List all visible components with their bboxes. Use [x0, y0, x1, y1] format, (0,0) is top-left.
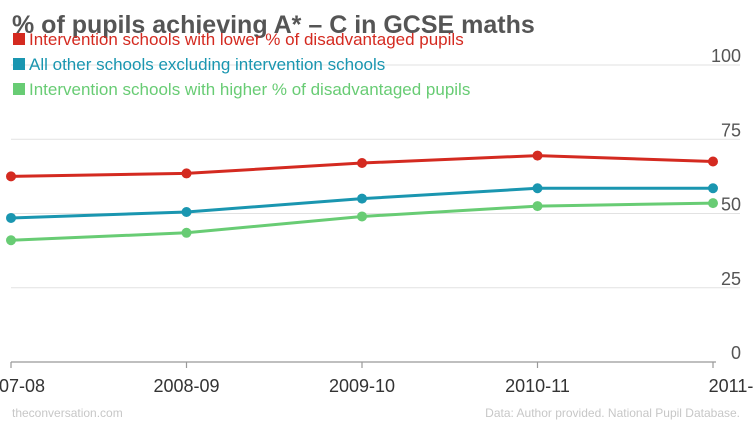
- x-tick-label: 2011-12: [709, 376, 754, 396]
- data-point: [708, 198, 718, 209]
- chart-title: % of pupils achieving A* – C in GCSE mat…: [12, 11, 535, 39]
- data-point: [357, 158, 367, 169]
- y-tick-label: 50: [721, 195, 741, 215]
- y-tick-label: 75: [721, 120, 741, 140]
- legend-label: All other schools excluding intervention…: [29, 55, 385, 74]
- x-tick-label: 2008-09: [153, 376, 219, 396]
- y-tick-label: 100: [711, 46, 741, 66]
- legend-swatch: [13, 83, 25, 95]
- data-point: [357, 193, 367, 204]
- x-tick-label: 2007-08: [0, 376, 45, 396]
- legend-label: Intervention schools with higher % of di…: [29, 80, 470, 99]
- x-tick-label: 2010-11: [505, 376, 570, 396]
- legend-label: Intervention schools with lower % of dis…: [29, 30, 464, 49]
- footer-source-right: Data: Author provided. National Pupil Da…: [485, 406, 740, 420]
- data-point: [181, 227, 192, 238]
- data-point: [708, 183, 718, 194]
- footer-source-left: theconversation.com: [12, 406, 123, 420]
- x-tick-label: 2009-10: [329, 376, 395, 396]
- series-lines: [6, 150, 718, 246]
- data-point: [708, 156, 718, 167]
- data-point: [532, 150, 543, 161]
- series-line: [10, 201, 714, 242]
- data-point: [181, 168, 192, 179]
- x-axis-ticks: 2007-08 2008-09 2009-10 2010-11 2011-12: [0, 362, 754, 396]
- data-point: [357, 211, 367, 222]
- data-point: [532, 183, 543, 194]
- data-point: [181, 207, 192, 218]
- data-point: [6, 235, 16, 246]
- y-tick-label: 0: [731, 343, 741, 363]
- y-tick-label: 25: [721, 269, 741, 289]
- legend-swatch: [13, 33, 25, 45]
- legend: Intervention schools with lower % of dis…: [13, 30, 470, 99]
- data-point: [6, 212, 16, 223]
- data-point: [532, 201, 543, 212]
- y-axis-ticks: 0 25 50 75 100: [711, 46, 741, 363]
- legend-swatch: [13, 58, 25, 70]
- data-point: [6, 171, 16, 182]
